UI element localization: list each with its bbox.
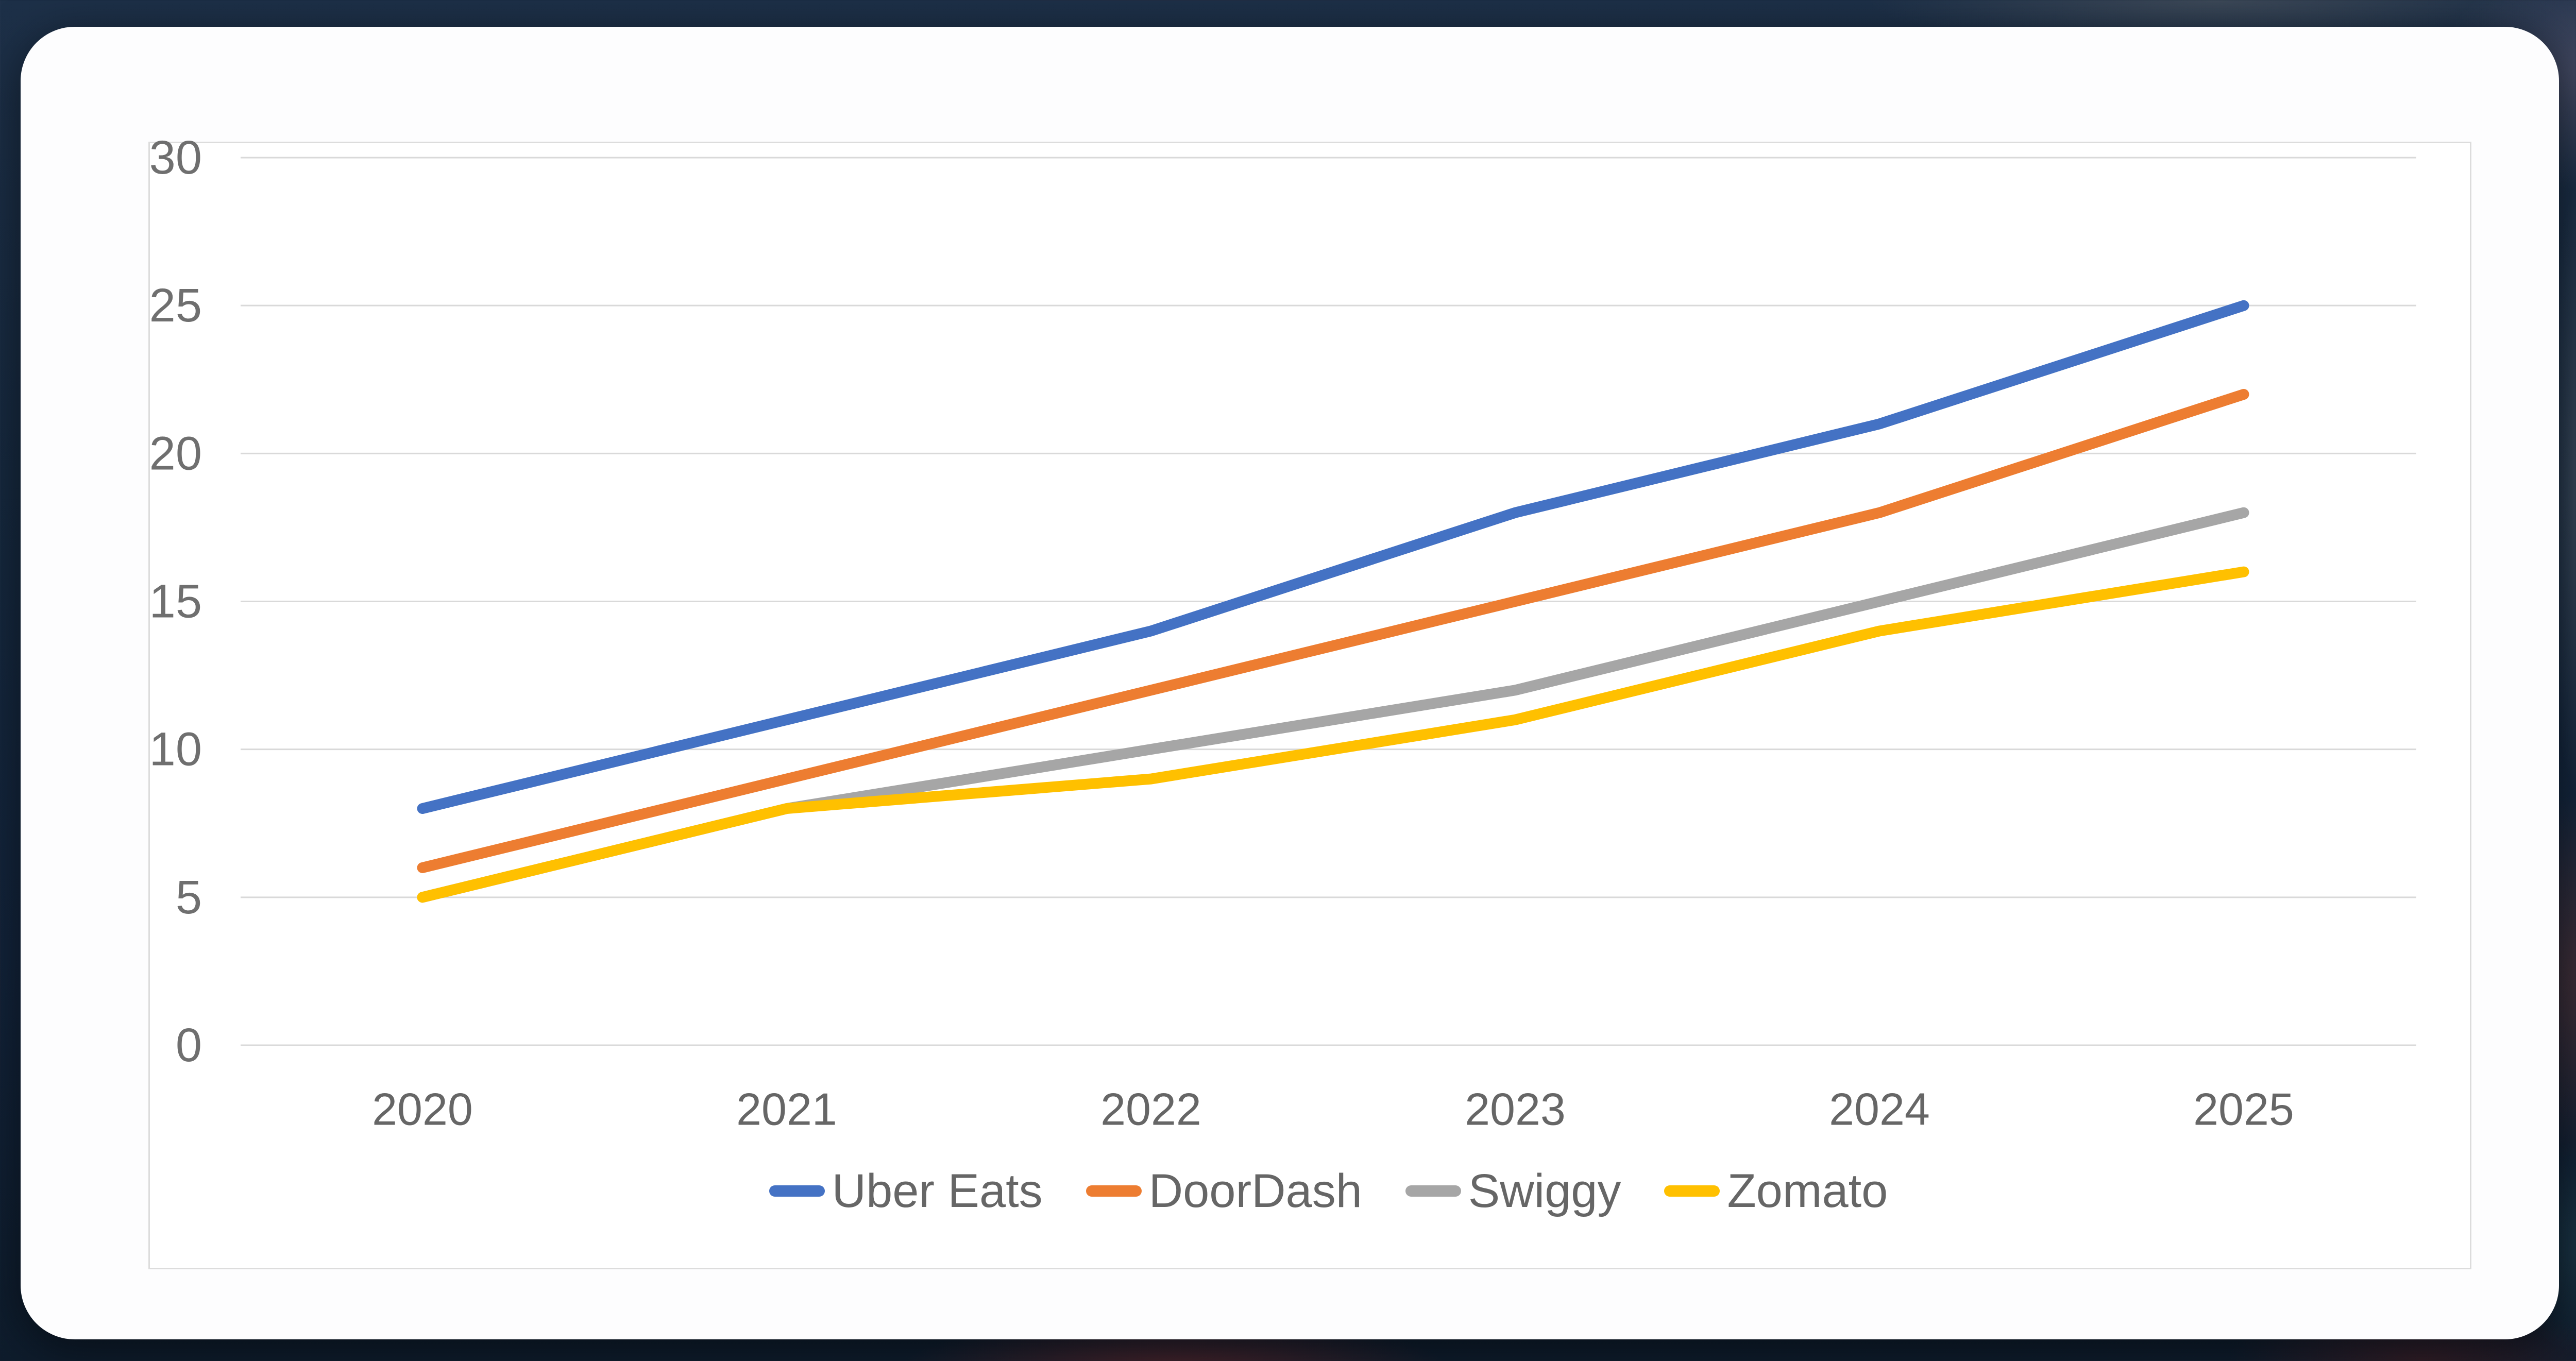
legend-swatch-icon	[1405, 1185, 1461, 1197]
x-axis-label: 2022	[1100, 1084, 1201, 1135]
x-axis-label: 2023	[1465, 1084, 1566, 1135]
legend-swatch-icon	[769, 1185, 825, 1197]
y-axis-tick-label: 15	[149, 575, 202, 628]
series-line-uber-eats	[417, 300, 2249, 814]
series-line-zomato	[417, 566, 2249, 903]
x-axis-label: 2025	[2193, 1084, 2294, 1135]
chart-frame	[148, 142, 2471, 1269]
x-axis-label: 2020	[372, 1084, 473, 1135]
legend-swatch-icon	[1086, 1185, 1142, 1197]
y-axis-tick-label: 20	[149, 427, 202, 480]
x-axis-label: 2021	[736, 1084, 837, 1135]
legend-label: Zomato	[1727, 1165, 1888, 1217]
legend-item-swiggy: Swiggy	[1405, 1167, 1621, 1215]
y-axis-tick-label: 0	[176, 1019, 202, 1071]
chart-legend: Uber Eats DoorDash Swiggy Zomato	[241, 1160, 2416, 1222]
legend-label: Uber Eats	[832, 1165, 1043, 1217]
legend-item-zomato: Zomato	[1664, 1167, 1888, 1215]
legend-label: DoorDash	[1148, 1165, 1362, 1217]
series-line-doordash	[417, 388, 2249, 873]
y-axis-tick-label: 25	[149, 279, 202, 332]
x-axis-label: 2024	[1829, 1084, 1930, 1135]
legend-item-uber-eats: Uber Eats	[769, 1167, 1043, 1215]
legend-label: Swiggy	[1468, 1165, 1621, 1217]
legend-swatch-icon	[1664, 1185, 1720, 1197]
legend-item-doordash: DoorDash	[1086, 1167, 1362, 1215]
y-axis-tick-label: 10	[149, 723, 202, 776]
y-axis-tick-label: 5	[176, 871, 202, 924]
chart-card	[21, 27, 2559, 1339]
y-axis-tick-label: 30	[149, 131, 202, 184]
